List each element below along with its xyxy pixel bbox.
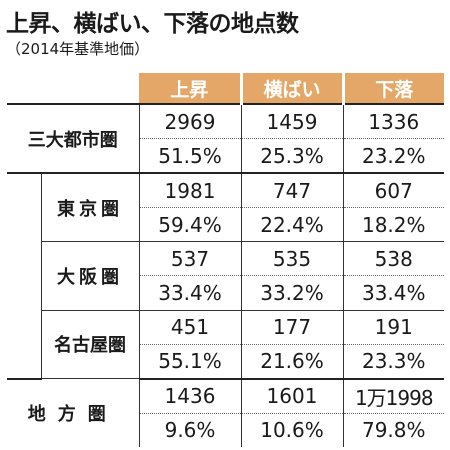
cell-share: 51.5% xyxy=(139,138,242,175)
land-price-table: 上昇 横ばい 下落 三大都市圏 2969 1459 1336 51.5% 25.… xyxy=(7,73,444,447)
cell-count: 451 xyxy=(139,310,242,345)
cell-share: 18.2% xyxy=(343,207,444,243)
cell-count: 1981 xyxy=(139,173,242,209)
cell-share: 33.4% xyxy=(139,275,242,311)
column-header-rise: 上昇 xyxy=(139,73,243,104)
cell-count: 1436 xyxy=(139,378,242,414)
page-title: 上昇、横ばい、下落の地点数 xyxy=(6,11,299,37)
cell-count: 747 xyxy=(241,173,344,209)
row-label-tokyo: 東京圏 xyxy=(41,173,140,243)
cell-share: 25.3% xyxy=(241,138,344,175)
cell-count: 1万1998 xyxy=(343,378,444,414)
cell-count: 1336 xyxy=(343,104,444,140)
column-header-fall: 下落 xyxy=(343,73,444,104)
cell-count: 538 xyxy=(343,241,444,277)
cell-share: 33.2% xyxy=(241,275,344,311)
cell-share: 23.2% xyxy=(343,138,444,175)
row-label-osaka: 大阪圏 xyxy=(41,241,140,311)
cell-count: 607 xyxy=(343,173,444,209)
cell-share: 21.6% xyxy=(241,344,344,380)
header-corner xyxy=(7,73,139,104)
cell-share: 10.6% xyxy=(241,413,344,447)
row-label-regional: 地方圏 xyxy=(7,378,140,447)
cell-count: 191 xyxy=(343,310,444,345)
cell-count: 1459 xyxy=(241,104,344,140)
row-label-nagoya: 名古屋圏 xyxy=(41,310,140,380)
cell-share: 22.4% xyxy=(241,207,344,243)
row-label-three-metro: 三大都市圏 xyxy=(7,104,140,175)
cell-share: 55.1% xyxy=(139,344,242,380)
page-subtitle: （2014年基準地価） xyxy=(6,40,150,58)
cell-count: 537 xyxy=(139,241,242,277)
cell-count: 1601 xyxy=(241,378,344,414)
cell-share: 79.8% xyxy=(361,418,426,443)
cell-share: 23.3% xyxy=(343,344,444,380)
cell-share: 59.4% xyxy=(139,207,242,243)
cell-share: 9.6% xyxy=(139,413,242,447)
column-header-flat: 横ばい xyxy=(241,73,345,104)
cell-count: 177 xyxy=(241,310,344,345)
indent-spacer xyxy=(7,173,42,380)
cell-share: 33.4% xyxy=(343,275,444,311)
cell-count: 535 xyxy=(241,241,344,277)
cell-count: 2969 xyxy=(139,104,242,140)
